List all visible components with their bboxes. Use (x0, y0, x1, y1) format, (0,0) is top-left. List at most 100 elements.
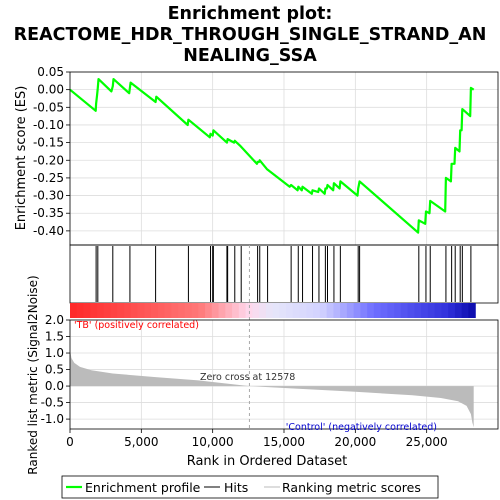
ranking-y-tick-label: -1.0 (41, 412, 64, 426)
color-bar-segment (117, 303, 125, 318)
color-bar-segment (340, 303, 348, 318)
es-y-ticks: 0.05 0.00 -0.05 -0.10 -0.15 -0.20 -0.25 -0.30 -0… (33, 65, 70, 238)
color-bar-segment (387, 303, 395, 318)
title-line-1: Enrichment plot: (168, 4, 333, 24)
color-bar-segment (205, 303, 213, 318)
legend-label-ranking: Ranking metric scores (282, 480, 421, 495)
title-line-3: NEALING_SSA (183, 46, 317, 66)
color-bar-segment (178, 303, 186, 318)
hits-panel-frame (69, 244, 499, 304)
color-bar-segment (421, 303, 429, 318)
legend-label-hits: Hits (224, 480, 248, 495)
x-tick-label: 0 (66, 435, 74, 449)
es-y-tick-label: -0.30 (33, 189, 64, 203)
color-bar-segment (171, 303, 179, 318)
es-y-tick-label: -0.25 (33, 171, 64, 185)
color-bar-segment (319, 303, 328, 318)
color-bar-segment (313, 303, 321, 318)
color-bar-segment (360, 303, 368, 318)
title-line-2: REACTOME_HDR_THROUGH_SINGLE_STRAND_AN (14, 25, 487, 45)
color-bar-segment (346, 303, 355, 318)
color-bar-segment (400, 303, 409, 318)
color-bar-segment (103, 303, 112, 318)
es-y-tick-label: 0.00 (37, 83, 64, 97)
es-gridlines (69, 71, 498, 245)
rank-color-bar (70, 303, 476, 318)
es-y-tick-label: -0.15 (33, 136, 64, 150)
es-y-tick-label: -0.10 (33, 118, 64, 132)
x-tick-label: 25,000 (406, 435, 448, 449)
x-tick-label: 5,000 (124, 435, 158, 449)
color-bar-segment (110, 303, 118, 318)
color-bar-segment (238, 303, 247, 318)
color-bar-segment (164, 303, 172, 318)
color-bar-segment (448, 303, 456, 318)
color-bar-segment (414, 303, 422, 318)
color-bar-segment (218, 303, 226, 318)
negative-correlation-label: 'Control' (negatively correlated) (286, 422, 437, 433)
color-bar-segment (232, 303, 240, 318)
color-bar-segment (259, 303, 267, 318)
color-bar-segment (198, 303, 206, 318)
ranking-y-tick-label: 0.0 (45, 379, 64, 393)
color-bar-segment (124, 303, 132, 318)
color-bar-segment (454, 303, 463, 318)
color-bar-segment (191, 303, 199, 318)
color-bar-segment (97, 303, 105, 318)
es-y-tick-label: -0.35 (33, 206, 64, 220)
x-tick-label: 10,000 (192, 435, 234, 449)
ranking-y-tick-label: 0.5 (45, 363, 64, 377)
ranking-y-ticks: 2.0 1.5 1.0 0.5 0.0 -0.5 -1.0 (41, 313, 70, 426)
es-y-tick-label: -0.20 (33, 153, 64, 167)
color-bar-segment (144, 303, 152, 318)
color-bar-segment (76, 303, 85, 318)
ranking-metric-area (70, 349, 474, 428)
color-bar-segment (427, 303, 436, 318)
color-bar-segment (245, 303, 253, 318)
color-bar-segment (225, 303, 233, 318)
color-bar-segment (272, 303, 280, 318)
ranking-y-tick-label: 1.0 (45, 346, 64, 360)
enrichment-profile-line (69, 77, 475, 234)
ranking-panel: 2.0 1.5 1.0 0.5 0.0 -0.5 -1.0 'TB' (positively… (26, 245, 499, 475)
x-axis-ticks: 0 5,000 10,000 15,000 20,000 25,000 (66, 429, 448, 449)
hits-panel (69, 244, 499, 304)
zero-cross-label: Zero cross at 12578 (200, 372, 295, 383)
legend: Enrichment profile Hits Ranking metric s… (61, 475, 439, 499)
color-bar-segment (468, 303, 476, 318)
ranking-y-tick-label: -0.5 (41, 396, 64, 410)
color-bar-segment (83, 303, 91, 318)
color-bar-segment (252, 303, 260, 318)
color-bar-segment (306, 303, 314, 318)
color-bar-segment (184, 303, 193, 318)
x-tick-label: 20,000 (334, 435, 376, 449)
ranking-y-tick-label: 1.5 (45, 330, 64, 344)
es-y-tick-label: 0.05 (37, 65, 64, 79)
legend-label-enrichment: Enrichment profile (85, 480, 201, 495)
chart-title: Enrichment plot: REACTOME_HDR_THROUGH_SI… (14, 4, 487, 66)
color-bar-segment (70, 303, 78, 318)
color-bar-segment (90, 303, 98, 318)
color-bar-segment (353, 303, 361, 318)
es-y-tick-label: -0.40 (33, 224, 64, 238)
color-bar-segment (157, 303, 166, 318)
es-panel: 0.05 0.00 -0.05 -0.10 -0.15 -0.20 -0.25 -0.30 -0… (14, 65, 499, 246)
color-bar-segment (286, 303, 294, 318)
x-tick-label: 15,000 (263, 435, 305, 449)
positive-correlation-label: 'TB' (positively correlated) (74, 320, 199, 331)
color-bar-segment (151, 303, 159, 318)
color-bar-segment (137, 303, 145, 318)
color-bar-segment (434, 303, 443, 318)
color-bar-segment (441, 303, 449, 318)
ranking-y-tick-label: 2.0 (45, 313, 64, 327)
color-bar-segment (326, 303, 334, 318)
hit-markers (95, 246, 472, 302)
color-bar-segment (279, 303, 287, 318)
color-bar-segment (461, 303, 470, 318)
es-y-axis-label: Enrichment score (ES) (14, 86, 29, 231)
es-y-tick-label: -0.05 (33, 100, 64, 114)
color-bar-segment (367, 303, 375, 318)
color-bar-segment (292, 303, 301, 318)
color-bar-segment (407, 303, 415, 318)
